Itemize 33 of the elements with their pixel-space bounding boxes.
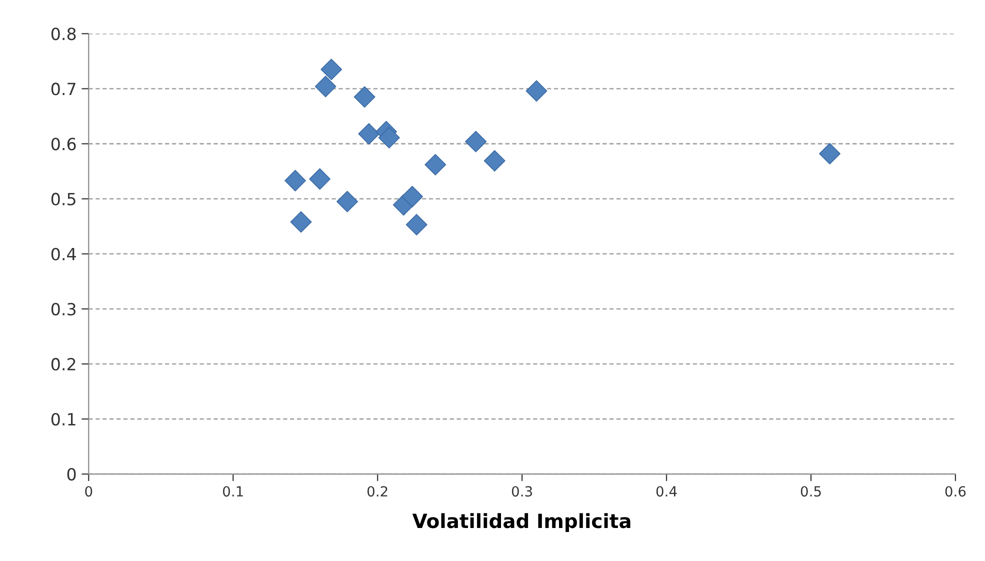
point <box>378 126 400 148</box>
point <box>819 142 840 164</box>
y-tick-label: 0 <box>67 468 76 481</box>
point <box>406 214 428 236</box>
x-tick-label: 0 <box>85 486 92 497</box>
y-tick-label: 0.7 <box>51 82 76 96</box>
x-tick-label: 0.4 <box>656 486 677 497</box>
x-tick-label: 0.1 <box>222 486 243 497</box>
point <box>484 150 506 172</box>
point <box>526 80 548 102</box>
point <box>314 76 336 98</box>
point <box>424 154 446 176</box>
x-tick-label: 0.2 <box>367 486 388 497</box>
point <box>354 86 376 108</box>
x-axis-title: Volatilidad Implicita <box>412 513 630 532</box>
x-tick-label: 0.3 <box>512 486 532 497</box>
point <box>284 170 306 192</box>
y-tick-label: 0.2 <box>51 358 76 371</box>
y-tick-label: 0.3 <box>51 302 76 316</box>
y-tick-label: 0.5 <box>51 192 76 206</box>
point <box>358 123 380 145</box>
y-tick-label: 0.8 <box>51 28 76 40</box>
point <box>290 211 312 233</box>
y-tick-label: 0.1 <box>51 412 76 426</box>
point <box>309 168 331 190</box>
point <box>465 130 487 152</box>
y-tick-label: 0.4 <box>51 248 76 260</box>
y-tick-label: 0.6 <box>51 138 76 150</box>
point <box>402 186 423 208</box>
x-tick-label: 0.5 <box>800 486 821 497</box>
point <box>336 190 358 212</box>
x-tick-label: 0.6 <box>945 486 966 497</box>
point <box>320 58 342 80</box>
